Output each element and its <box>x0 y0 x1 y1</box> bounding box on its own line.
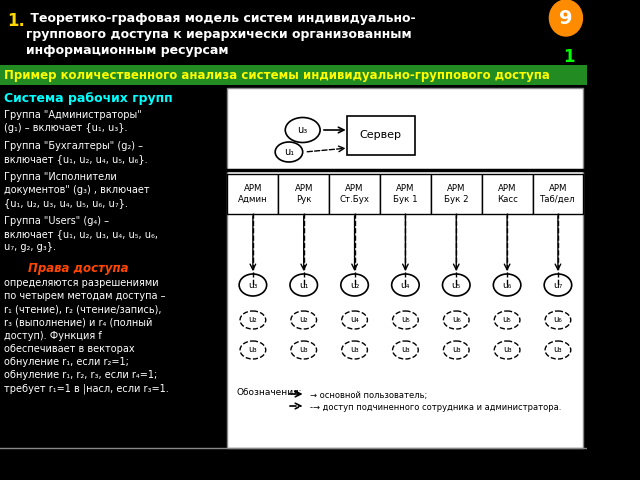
Text: u₆: u₆ <box>452 315 461 324</box>
FancyBboxPatch shape <box>278 174 329 214</box>
FancyBboxPatch shape <box>347 116 415 155</box>
Text: u₃: u₃ <box>248 346 257 355</box>
Text: 9: 9 <box>559 9 573 27</box>
Text: Группа "Бухгалтеры" (g₂) –
включает {u₁, u₂, u₄, u₅, u₆}.: Группа "Бухгалтеры" (g₂) – включает {u₁,… <box>4 141 147 164</box>
Text: Система рабочих групп: Система рабочих групп <box>4 92 172 105</box>
Ellipse shape <box>341 274 369 296</box>
Ellipse shape <box>291 311 317 329</box>
Text: u₃: u₃ <box>401 346 410 355</box>
Text: u₃: u₃ <box>298 125 308 135</box>
Text: u₃: u₃ <box>300 346 308 355</box>
Text: u₂: u₂ <box>300 315 308 324</box>
Text: u₃: u₃ <box>554 346 563 355</box>
Ellipse shape <box>444 311 469 329</box>
Text: u₃: u₃ <box>350 346 359 355</box>
FancyBboxPatch shape <box>227 174 278 214</box>
Ellipse shape <box>493 274 521 296</box>
Text: 1: 1 <box>563 48 575 66</box>
Text: АРМ
Таб/дел: АРМ Таб/дел <box>540 184 576 204</box>
Text: Группа "Исполнители
документов" (g₃) , включает
{u₁, u₂, u₃, u₄, u₅, u₆, u₇}.: Группа "Исполнители документов" (g₃) , в… <box>4 172 149 208</box>
Ellipse shape <box>392 311 419 329</box>
Text: Пример количественного анализа системы индивидуально-группового доступа: Пример количественного анализа системы и… <box>4 69 550 82</box>
Ellipse shape <box>545 311 571 329</box>
Ellipse shape <box>240 311 266 329</box>
Text: u₃: u₃ <box>452 346 461 355</box>
Ellipse shape <box>285 118 320 143</box>
Text: u₃: u₃ <box>503 346 511 355</box>
Text: u₂: u₂ <box>350 280 359 289</box>
Text: u₄: u₄ <box>350 315 359 324</box>
Ellipse shape <box>494 341 520 359</box>
Circle shape <box>549 0 582 36</box>
Text: АРМ
Бук 1: АРМ Бук 1 <box>393 184 418 204</box>
Text: АРМ
Касс: АРМ Касс <box>497 184 518 204</box>
FancyBboxPatch shape <box>227 88 583 448</box>
Text: 1.: 1. <box>7 12 25 30</box>
Ellipse shape <box>544 274 572 296</box>
Ellipse shape <box>342 311 367 329</box>
Text: Группа "Users" (g₄) –
включает {u₁, u₂, u₃, u₄, u₅, u₆,
u₇, g₂, g₃}.: Группа "Users" (g₄) – включает {u₁, u₂, … <box>4 216 157 252</box>
Ellipse shape <box>545 341 571 359</box>
Ellipse shape <box>494 311 520 329</box>
FancyBboxPatch shape <box>482 174 532 214</box>
Text: Группа "Администраторы"
(g₁) – включает {u₁, u₃}.: Группа "Администраторы" (g₁) – включает … <box>4 110 141 133</box>
Text: u₆: u₆ <box>502 280 512 289</box>
Text: Обозначения:: Обозначения: <box>237 388 302 397</box>
Ellipse shape <box>240 341 266 359</box>
Ellipse shape <box>392 274 419 296</box>
Text: АРМ
Админ: АРМ Админ <box>238 184 268 204</box>
Text: АРМ
Бук 2: АРМ Бук 2 <box>444 184 468 204</box>
Text: u₁: u₁ <box>284 147 294 157</box>
Ellipse shape <box>442 274 470 296</box>
Text: -→ доступ подчиненного сотрудника и администратора.: -→ доступ подчиненного сотрудника и адми… <box>310 403 561 412</box>
FancyBboxPatch shape <box>0 65 587 85</box>
Text: АРМ
Рук: АРМ Рук <box>294 184 313 204</box>
Text: u₃: u₃ <box>248 280 257 289</box>
Text: определяются разрешениями
по четырем методам доступа –
r₁ (чтение), r₂ (чтение/з: определяются разрешениями по четырем мет… <box>4 278 168 394</box>
Ellipse shape <box>444 341 469 359</box>
Text: u₅: u₅ <box>401 315 410 324</box>
Text: u₅: u₅ <box>452 280 461 289</box>
Ellipse shape <box>291 341 317 359</box>
FancyBboxPatch shape <box>329 174 380 214</box>
Text: Сервер: Сервер <box>360 130 402 140</box>
Text: Права доступа: Права доступа <box>28 262 128 275</box>
Text: u₇: u₇ <box>553 280 563 289</box>
Ellipse shape <box>275 142 303 162</box>
Text: u₄: u₄ <box>401 280 410 289</box>
Text: Теоретико-графовая модель систем индивидуально-
группового доступа к иерархическ: Теоретико-графовая модель систем индивид… <box>26 12 415 57</box>
FancyBboxPatch shape <box>431 174 482 214</box>
Text: u₂: u₂ <box>248 315 257 324</box>
Ellipse shape <box>290 274 317 296</box>
Text: → основной пользователь;: → основной пользователь; <box>310 391 428 400</box>
FancyBboxPatch shape <box>532 174 583 214</box>
Text: u₆: u₆ <box>554 315 563 324</box>
Text: u₁: u₁ <box>299 280 308 289</box>
Ellipse shape <box>392 341 419 359</box>
Ellipse shape <box>239 274 267 296</box>
Ellipse shape <box>342 341 367 359</box>
FancyBboxPatch shape <box>380 174 431 214</box>
Text: АРМ
Ст.Бух: АРМ Ст.Бух <box>340 184 369 204</box>
Text: u₅: u₅ <box>503 315 511 324</box>
